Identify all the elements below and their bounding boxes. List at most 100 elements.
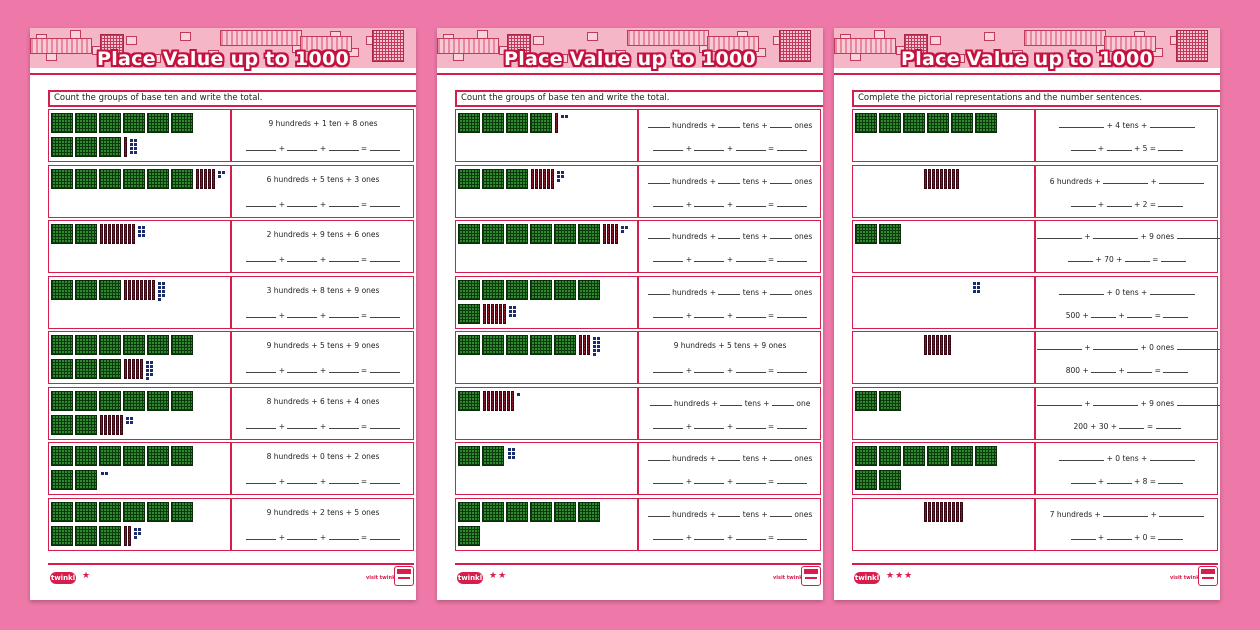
sentence-bottom[interactable]: + + = (233, 309, 413, 320)
sentence-top[interactable]: 6 hundreds + 5 tens + 3 ones (266, 174, 380, 184)
ten-rod (944, 501, 947, 522)
hundred-block (75, 446, 97, 466)
number-sentence: 3 hundreds + 8 tens + 9 ones + + = (233, 277, 413, 327)
hundred-block (458, 303, 480, 324)
one-cube (977, 281, 980, 285)
question-row: 8 hundreds + 0 tens + 2 ones + + = (48, 442, 414, 495)
one-cube (218, 174, 221, 178)
ten-rod (587, 335, 590, 355)
sentence-bottom[interactable]: + + = (233, 198, 413, 209)
sentence-bottom[interactable]: + + 5 = (1037, 142, 1217, 153)
sentence-bottom[interactable]: + + = (233, 475, 413, 486)
sentence-top[interactable]: 9 hundreds + 5 tens + 9 ones (673, 341, 787, 350)
sentence-top[interactable]: + 0 tens + (1037, 286, 1217, 297)
one-cube (158, 297, 161, 301)
sentence-top[interactable]: hundreds + tens + ones (640, 119, 820, 130)
sentence-top[interactable]: 6 hundreds + + (1037, 175, 1217, 186)
sentence-bottom[interactable]: + + = (233, 531, 413, 542)
sentence-bottom[interactable]: + + = (640, 142, 820, 153)
hundred-block (879, 470, 901, 490)
hundred-block (554, 279, 576, 300)
ten-rod (112, 414, 115, 435)
question-row: hundreds + tens + ones + + = (455, 497, 821, 551)
one-cube (162, 289, 165, 293)
sentence-top[interactable]: hundreds + tens + ones (640, 508, 820, 519)
sentence-bottom[interactable]: 500 + + = (1037, 309, 1217, 320)
question-row: hundreds + tens + ones + + = (455, 220, 821, 273)
sentence-top[interactable]: hundreds + tens + ones (640, 286, 820, 297)
one-cube (218, 170, 221, 174)
sentence-top[interactable]: + + 0 ones (1037, 341, 1220, 352)
hundred-block (530, 113, 552, 133)
one-cube (517, 392, 520, 396)
sentence-bottom[interactable]: + + = (233, 253, 413, 264)
sentence-top[interactable]: + 4 tens + (1037, 119, 1217, 130)
sentence-bottom[interactable]: 200 + 30 + = (1037, 420, 1217, 431)
sentence-top[interactable]: 9 hundreds + 5 tens + 9 ones (266, 341, 380, 350)
sentence-top[interactable]: 9 hundreds + 2 tens + 5 ones (266, 507, 380, 517)
ten-rod (539, 168, 542, 189)
sentence-bottom[interactable]: + + = (233, 142, 413, 153)
one-cube (158, 281, 161, 285)
sentence-bottom[interactable]: + + 8 = (1037, 475, 1217, 486)
one-cube (222, 170, 225, 174)
number-sentence: + + 9 ones + 70 + = (1037, 221, 1220, 271)
sentence-top[interactable]: 8 hundreds + 0 tens + 2 ones (266, 452, 380, 461)
sentence-top[interactable]: hundreds + tens + ones (640, 175, 820, 186)
sentence-top[interactable]: hundreds + tens + ones (640, 452, 820, 463)
base-ten-picture (855, 390, 1031, 438)
ten-rod (924, 168, 927, 189)
ten-rod (487, 303, 490, 324)
ten-rod (196, 168, 199, 189)
sentence-bottom[interactable]: + + = (640, 309, 820, 320)
hundred-block (506, 501, 528, 522)
sentence-bottom[interactable]: + 70 + = (1037, 253, 1217, 264)
sentence-top[interactable]: hundreds + tens + ones (640, 230, 820, 241)
one-cube (508, 456, 511, 459)
sentence-bottom[interactable]: + + = (640, 531, 820, 542)
number-sentence: hundreds + tens + ones + + = (640, 443, 820, 493)
ten-rod (124, 224, 127, 244)
ten-rod (555, 113, 558, 133)
sentence-bottom[interactable]: 800 + + = (1037, 364, 1217, 375)
base-ten-picture (855, 224, 1031, 271)
sentence-top[interactable]: + + 9 ones (1037, 397, 1220, 408)
sentence-top[interactable]: + 0 tens + (1037, 452, 1217, 463)
sentence-bottom[interactable]: + + = (640, 364, 820, 375)
footer: twinkl ★★★ visit twinkl.com (852, 563, 1220, 587)
header-rule (437, 73, 823, 75)
ten-rod (132, 224, 135, 244)
sentence-bottom[interactable]: + + = (233, 364, 413, 375)
sentence-bottom[interactable]: + + 2 = (1037, 198, 1217, 209)
ten-rod (940, 168, 943, 189)
number-sentence: + 0 tens + + + 8 = (1037, 443, 1217, 493)
sentence-bottom[interactable]: + + 0 = (1037, 531, 1217, 542)
sentence-top[interactable]: 8 hundreds + 6 tens + 4 ones (266, 396, 380, 406)
sentence-top[interactable]: 3 hundreds + 8 tens + 9 ones (266, 285, 380, 295)
ten-rod (112, 224, 115, 244)
sentence-top[interactable]: 7 hundreds + + (1037, 508, 1217, 519)
footer-url: visit twinkl.com (366, 575, 411, 581)
base-ten-picture (51, 390, 227, 438)
hundred-block (99, 359, 121, 379)
hundred-block (99, 279, 121, 300)
ten-rod (543, 168, 546, 189)
sentence-top[interactable]: 2 hundreds + 9 tens + 6 ones (266, 230, 380, 239)
ten-rod (491, 390, 494, 411)
sentence-bottom[interactable]: + + = (640, 475, 820, 486)
sentence-top[interactable]: hundreds + tens + one (640, 397, 820, 408)
hundred-block (99, 446, 121, 466)
sentence-top[interactable]: 9 hundreds + 1 ten + 8 ones (268, 119, 378, 128)
question-row: hundreds + tens + ones + + = (455, 442, 821, 495)
sentence-bottom[interactable]: + + = (640, 198, 820, 209)
question-row: hundreds + tens + ones + + = (455, 164, 821, 218)
one-cube (593, 337, 596, 340)
worksheet-title: Place Value up to 1000 (96, 48, 350, 70)
one-cube (134, 143, 137, 146)
hundred-block (51, 279, 73, 300)
sentence-bottom[interactable]: + + = (233, 420, 413, 431)
sentence-top[interactable]: + + 9 ones (1037, 230, 1220, 241)
sentence-bottom[interactable]: + + = (640, 253, 820, 264)
sentence-bottom[interactable]: + + = (640, 420, 820, 431)
worksheet-title: Place Value up to 1000 (503, 48, 757, 70)
